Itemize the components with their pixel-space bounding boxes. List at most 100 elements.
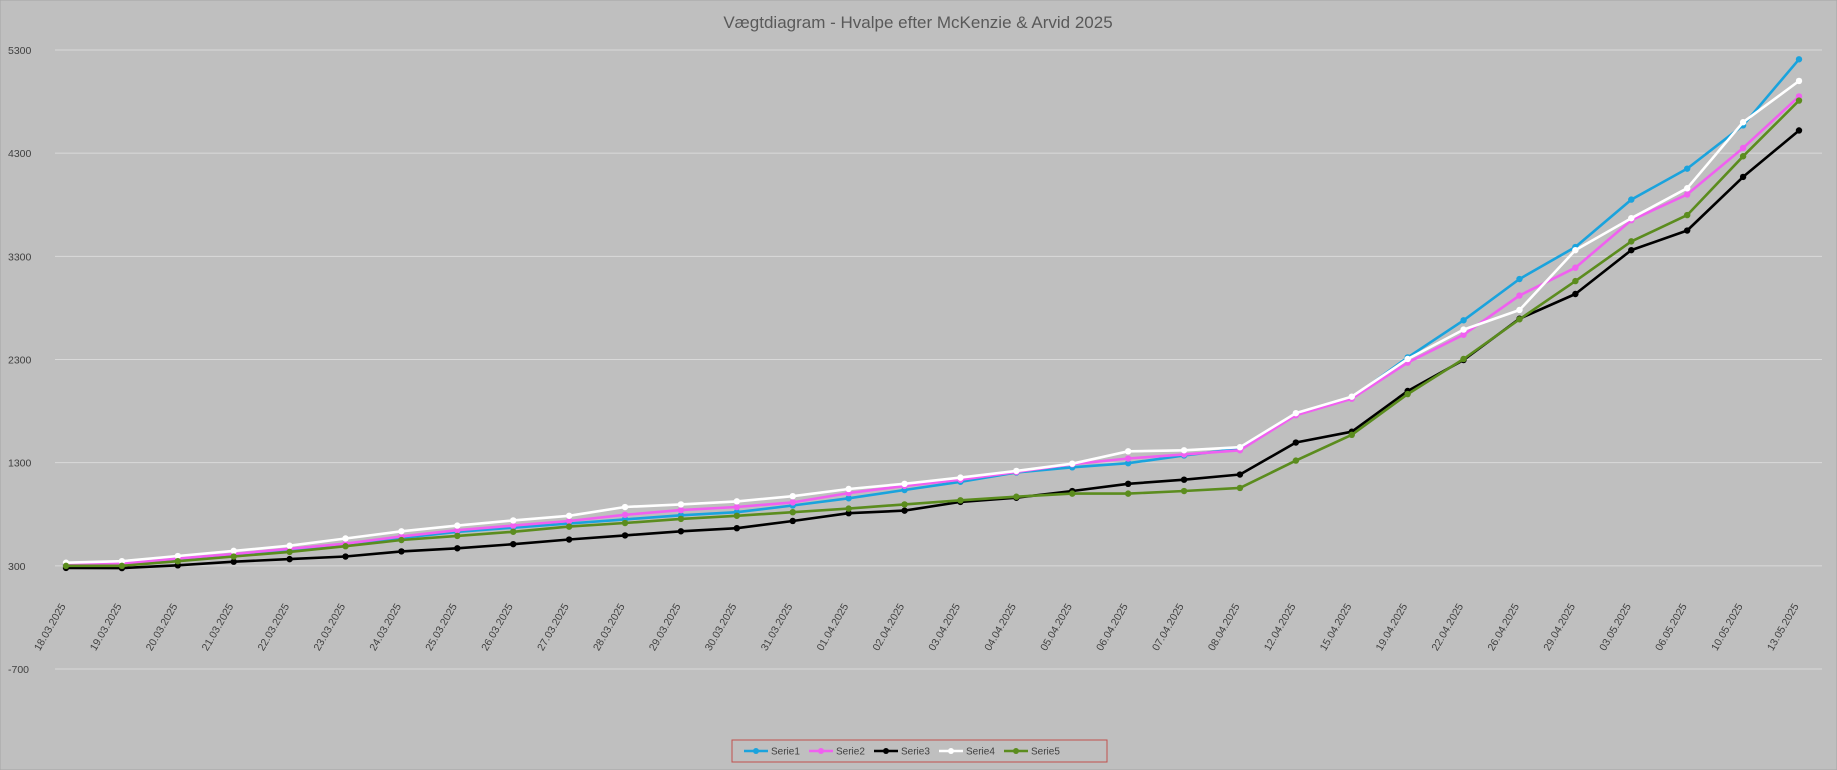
series-serie5 <box>62 97 1803 570</box>
y-tick-label-1: 300 <box>8 561 26 573</box>
data-point-serie3-4 <box>286 555 293 563</box>
y-axis-tick-labels: -700 300 1300 2300 3300 4300 5300 <box>8 45 32 676</box>
data-point-serie2-12 <box>733 503 741 511</box>
data-point-serie4-14 <box>845 485 852 493</box>
data-point-serie5-0 <box>62 562 70 570</box>
series-line-serie2 <box>65 95 1800 566</box>
data-point-serie5-22 <box>1292 457 1300 464</box>
data-point-serie5-18 <box>1069 490 1076 497</box>
data-point-serie4-23 <box>1348 393 1355 400</box>
legend-marker-serie3 <box>883 748 889 754</box>
legend-marker-serie2 <box>818 748 824 754</box>
data-point-serie5-9 <box>565 523 573 530</box>
data-point-serie5-25 <box>1460 355 1467 363</box>
data-point-serie3-27 <box>1572 290 1579 298</box>
data-point-serie3-5 <box>342 553 349 560</box>
legend-marker-serie1 <box>753 748 759 754</box>
data-point-serie1-29 <box>1683 165 1691 172</box>
data-point-serie3-20 <box>1180 476 1188 483</box>
data-point-serie4-3 <box>230 547 237 555</box>
data-point-serie5-16 <box>957 497 964 504</box>
legend-item-serie4: Serie4 <box>939 747 995 758</box>
data-point-serie2-30 <box>1739 144 1747 152</box>
data-point-serie4-22 <box>1292 409 1300 417</box>
data-point-serie4-1 <box>118 557 126 565</box>
data-point-serie4-7 <box>454 522 461 529</box>
data-point-serie3-28 <box>1628 246 1635 254</box>
data-point-serie5-6 <box>398 536 405 544</box>
data-point-serie4-25 <box>1460 326 1467 333</box>
data-point-serie5-10 <box>621 519 629 527</box>
data-point-serie5-26 <box>1516 316 1523 323</box>
data-point-serie4-8 <box>510 517 517 524</box>
data-point-serie4-28 <box>1628 214 1635 222</box>
data-point-serie4-27 <box>1572 246 1579 254</box>
data-point-serie4-21 <box>1236 443 1244 451</box>
series-line-serie5 <box>66 99 1800 568</box>
data-point-serie5-8 <box>510 528 517 535</box>
data-point-serie4-26 <box>1516 306 1523 314</box>
data-point-serie4-31 <box>1795 77 1803 85</box>
data-point-serie4-10 <box>621 503 629 511</box>
legend-item-serie3: Serie3 <box>874 747 930 758</box>
data-point-serie2-27 <box>1572 264 1579 271</box>
data-point-serie1-25 <box>1460 317 1467 324</box>
data-point-serie4-12 <box>733 498 741 505</box>
legend-item-serie2: Serie2 <box>809 747 865 758</box>
data-point-serie4-6 <box>398 528 405 535</box>
data-point-serie3-29 <box>1683 227 1691 234</box>
data-point-serie5-12 <box>733 512 741 519</box>
y-tick-label-0: -700 <box>8 664 29 676</box>
series-lines <box>62 56 1803 572</box>
data-point-serie2-13 <box>789 499 796 506</box>
data-point-serie5-31 <box>1795 97 1803 104</box>
data-point-serie4-9 <box>565 512 573 519</box>
data-point-serie1-28 <box>1628 196 1635 203</box>
data-point-serie2-11 <box>677 506 685 514</box>
data-point-serie5-27 <box>1572 277 1579 285</box>
data-point-serie3-3 <box>230 558 237 565</box>
data-point-serie4-17 <box>1013 467 1020 475</box>
legend-marker-serie4 <box>948 748 954 754</box>
data-point-serie2-7 <box>454 527 461 534</box>
data-point-serie4-11 <box>677 501 685 508</box>
data-point-serie3-22 <box>1292 439 1300 446</box>
data-point-serie5-13 <box>789 508 796 516</box>
series-line-serie4 <box>65 79 1800 564</box>
data-point-serie2-25 <box>1460 331 1467 338</box>
legend-label-serie1: Serie1 <box>771 747 800 758</box>
legend-marker-serie5 <box>1013 748 1019 754</box>
data-point-serie3-13 <box>789 517 796 525</box>
data-point-serie4-4 <box>286 542 293 549</box>
data-point-serie3-30 <box>1739 173 1747 181</box>
legend-label-serie3: Serie3 <box>901 747 930 758</box>
data-point-serie5-14 <box>845 505 852 512</box>
data-point-serie5-7 <box>454 532 461 540</box>
data-point-serie5-4 <box>286 548 293 556</box>
legend-label-serie4: Serie4 <box>966 747 995 758</box>
data-point-serie2-10 <box>621 511 629 518</box>
data-point-serie3-15 <box>901 507 908 514</box>
data-point-serie5-30 <box>1739 153 1747 160</box>
data-point-serie1-31 <box>1795 56 1803 63</box>
data-point-serie5-1 <box>118 562 126 570</box>
data-point-serie3-31 <box>1795 127 1803 134</box>
data-point-serie5-17 <box>1013 493 1020 500</box>
data-point-serie2-9 <box>565 517 573 525</box>
data-point-serie4-16 <box>957 474 964 481</box>
legend-box <box>731 739 1108 763</box>
data-point-serie5-28 <box>1628 238 1635 245</box>
data-point-serie2-19 <box>1124 455 1132 462</box>
data-point-serie3-8 <box>510 540 517 548</box>
y-tick-label-6: 5300 <box>8 45 32 57</box>
y-tick-label-4: 3300 <box>8 251 32 263</box>
data-point-serie3-11 <box>677 528 685 535</box>
y-tick-label-3: 2300 <box>8 355 32 367</box>
data-point-serie4-20 <box>1180 447 1188 454</box>
legend-label-serie2: Serie2 <box>836 747 865 758</box>
data-point-serie4-5 <box>342 535 349 542</box>
data-point-serie3-19 <box>1124 480 1132 488</box>
data-point-serie1-14 <box>845 495 852 502</box>
